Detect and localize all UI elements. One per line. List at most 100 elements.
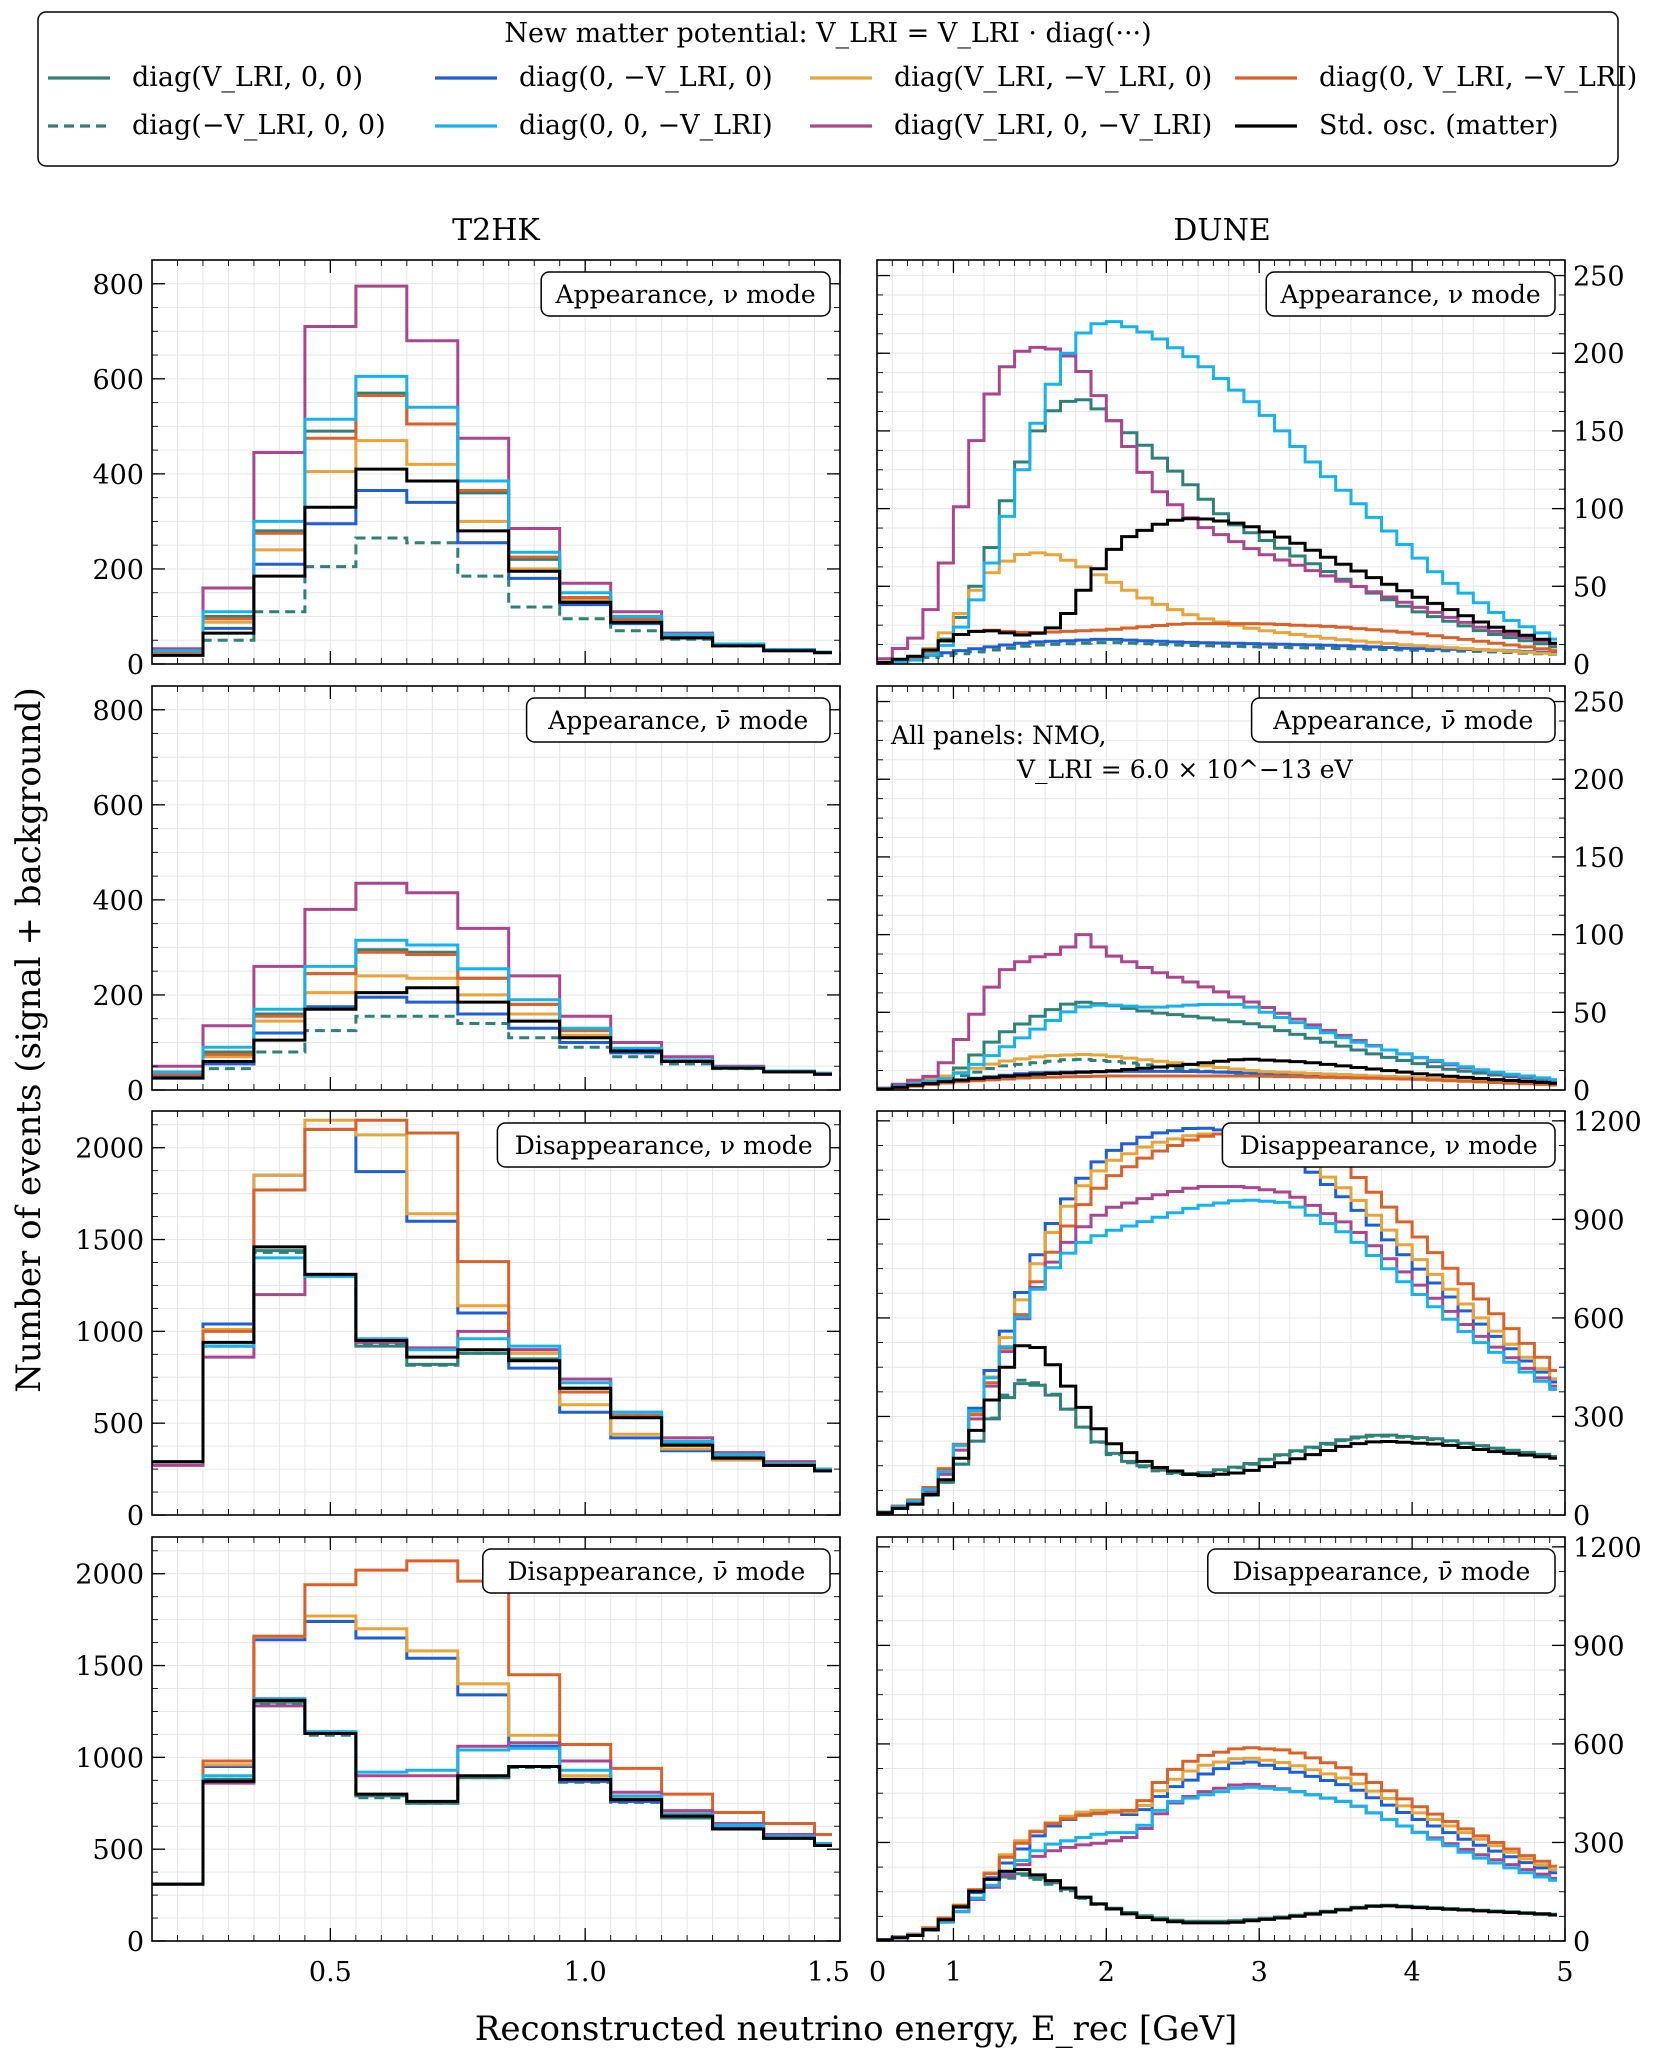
panel-tag: Appearance, ν mode (1265, 271, 1556, 317)
series-std (877, 1868, 1557, 1941)
panel-tag: Disappearance, ν̄ mode (482, 1548, 831, 1594)
y-tick-label: 600 (92, 791, 144, 822)
legend-label-s1n: diag(−V_LRI, 0, 0) (132, 110, 386, 141)
y-tick-label: 900 (1573, 1631, 1625, 1662)
series-group (152, 284, 832, 657)
legend-label-s6: diag(0, V_LRI, −V_LRI) (1319, 62, 1637, 93)
ticks (151, 259, 841, 665)
ticks (876, 1111, 1566, 1516)
series-s2 (877, 1760, 1557, 1941)
y-tick-label: 0 (1573, 1076, 1590, 1107)
panel-tag-label: Disappearance, ν mode (515, 1131, 813, 1160)
series-s6 (152, 1559, 832, 1886)
legend-label-s2: diag(0, −V_LRI, 0) (519, 62, 773, 93)
series-std (877, 1344, 1557, 1515)
series-std (152, 986, 832, 1080)
panel-tag-label: Disappearance, ν̄ mode (1232, 1557, 1530, 1586)
ticks (876, 1537, 1566, 1942)
series-s5 (152, 1704, 832, 1886)
y-tick-label: 800 (92, 270, 144, 301)
x-tick-label: 1.0 (564, 1957, 607, 1988)
y-tick-label: 0 (1573, 1501, 1590, 1532)
y-tick-label: 400 (92, 886, 144, 917)
y-tick-labels: 0 300 600 900 1200 (1573, 1107, 1642, 1532)
y-tick-label: 1200 (1573, 1533, 1642, 1564)
y-tick-labels: 0 200 400 600 800 (92, 270, 144, 681)
y-axis-label: Number of events (signal + background) (9, 687, 49, 1392)
x-tick-label: 1 (945, 1957, 962, 1988)
series-std (152, 467, 832, 657)
x-tick-label: 2 (1098, 1957, 1115, 1988)
note-line1: All panels: NMO, (890, 721, 1106, 750)
legend-entries: diag(V_LRI, 0, 0) diag(−V_LRI, 0, 0) diag(… (48, 62, 1637, 141)
series-std (152, 1698, 832, 1886)
y-tick-label: 100 (1573, 921, 1625, 952)
y-tick-labels: 0 50 100 150 200 250 (1573, 262, 1625, 681)
ticks (151, 1537, 841, 1942)
y-tick-label: 1200 (1573, 1107, 1642, 1138)
panel-tag-label: Appearance, ν̄ mode (1272, 706, 1533, 735)
panel-tag: Appearance, ν̄ mode (1250, 697, 1556, 743)
legend-label-s4: diag(V_LRI, −V_LRI, 0) (894, 62, 1212, 93)
series-s6 (877, 1746, 1557, 1941)
x-tick-labels: 0.5 1.0 1.5 (309, 1957, 850, 1988)
note-line2: V_LRI = 6.0 × 10^−13 eV (1016, 755, 1354, 784)
y-tick-label: 50 (1573, 998, 1607, 1029)
x-tick-label: 5 (1556, 1957, 1573, 1988)
y-tick-labels: 0 500 1000 1500 2000 (75, 1134, 144, 1532)
y-tick-label: 800 (92, 696, 144, 727)
panel-tag: Appearance, ν̄ mode (525, 697, 831, 743)
series-s3 (877, 1003, 1557, 1090)
y-tick-label: 200 (92, 981, 144, 1012)
y-tick-label: 600 (92, 365, 144, 396)
x-tick-label: 4 (1404, 1957, 1421, 1988)
y-tick-label: 1500 (75, 1652, 144, 1683)
legend: New matter potential: V_LRI = V_LRI · di… (37, 11, 1637, 167)
panel-t2hk_app_nubar: 0 200 400 600 800 Appearance, ν̄ mode (92, 685, 841, 1107)
y-tick-label: 200 (92, 555, 144, 586)
ticks (151, 1111, 841, 1516)
series-std (877, 517, 1557, 664)
panel-tag-label: Appearance, ν̄ mode (547, 706, 808, 735)
series-std (877, 1057, 1557, 1090)
x-tick-label: 0.5 (309, 1957, 352, 1988)
panel-tag: Disappearance, ν̄ mode (1207, 1548, 1556, 1594)
series-s3 (152, 1256, 832, 1471)
column-title-dune: DUNE (1173, 213, 1271, 248)
y-tick-label: 250 (1573, 262, 1625, 293)
series-s1 (877, 1382, 1557, 1515)
panel-frame (151, 1536, 841, 1942)
panel-tag-label: Appearance, ν mode (1280, 280, 1541, 309)
panel-t2hk_dis_nu: 0 500 1000 1500 2000 Disappearance, ν mode (75, 1110, 841, 1532)
series-s1n (877, 1873, 1557, 1941)
series-s4 (877, 1053, 1557, 1090)
panel-tag-label: Disappearance, ν mode (1240, 1131, 1538, 1160)
y-tick-label: 100 (1573, 495, 1625, 526)
series-s1n (877, 641, 1557, 664)
series-group (877, 1746, 1557, 1941)
x-tick-label: 0 (869, 1957, 886, 1988)
panel-frame (876, 1536, 1566, 1942)
series-s3 (877, 320, 1557, 664)
panel-t2hk_dis_nubar: 0 500 1000 1500 2000 0.5 1.0 1.5 Disappearance, … (75, 1536, 850, 1988)
y-tick-labels: 0 50 100 150 200 250 (1573, 688, 1625, 1107)
grid (877, 1111, 1565, 1515)
panel-tag-label: Appearance, ν mode (555, 280, 816, 309)
y-tick-label: 0 (127, 1076, 144, 1107)
grid (877, 1537, 1565, 1941)
panel-frame (151, 685, 841, 1091)
ticks (876, 260, 1566, 665)
series-s3 (877, 1785, 1557, 1941)
panel-dune_dis_nubar: 0 300 600 900 1200 0 1 2 3 4 5 Disappearance, ν̄ mo… (869, 1533, 1642, 1988)
y-tick-label: 400 (92, 460, 144, 491)
y-tick-label: 0 (1573, 1927, 1590, 1958)
y-tick-label: 250 (1573, 688, 1625, 719)
series-std (152, 1245, 832, 1473)
y-tick-label: 2000 (75, 1560, 144, 1591)
series-group (152, 881, 832, 1080)
series-group (877, 320, 1557, 664)
y-tick-label: 2000 (75, 1134, 144, 1165)
series-group (152, 1118, 832, 1473)
series-s3 (152, 374, 832, 654)
series-s5 (877, 1782, 1557, 1941)
